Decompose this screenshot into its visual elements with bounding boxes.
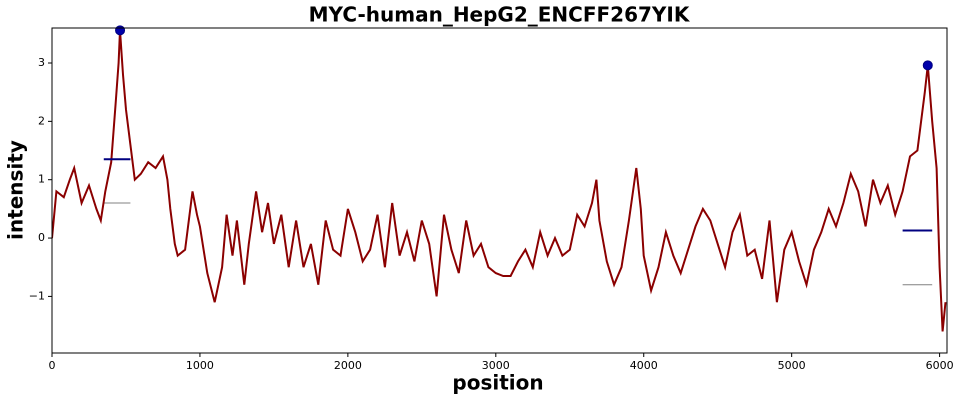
x-tick-label: 1000 — [186, 359, 214, 372]
y-tick-label: 1 — [38, 173, 45, 186]
y-axis-label: intensity — [4, 140, 28, 240]
y-tick-label: 2 — [38, 114, 45, 127]
x-tick-label: 5000 — [778, 359, 806, 372]
plot-frame — [51, 27, 948, 354]
peak-marker — [922, 60, 933, 71]
x-tick-label: 3000 — [482, 359, 510, 372]
x-axis-label: position — [452, 371, 543, 395]
chart-title: MYC-human_HepG2_ENCFF267YIK — [309, 3, 691, 27]
x-tick-label: 2000 — [334, 359, 362, 372]
peak-marker — [115, 25, 126, 36]
x-tick-label: 4000 — [630, 359, 658, 372]
y-tick-label: 3 — [38, 56, 45, 69]
x-tick-label: 6000 — [926, 359, 954, 372]
y-tick-label: 0 — [38, 231, 45, 244]
y-tick-label: −1 — [29, 289, 45, 302]
x-tick-label: 0 — [49, 359, 56, 372]
signal-line — [52, 30, 947, 332]
